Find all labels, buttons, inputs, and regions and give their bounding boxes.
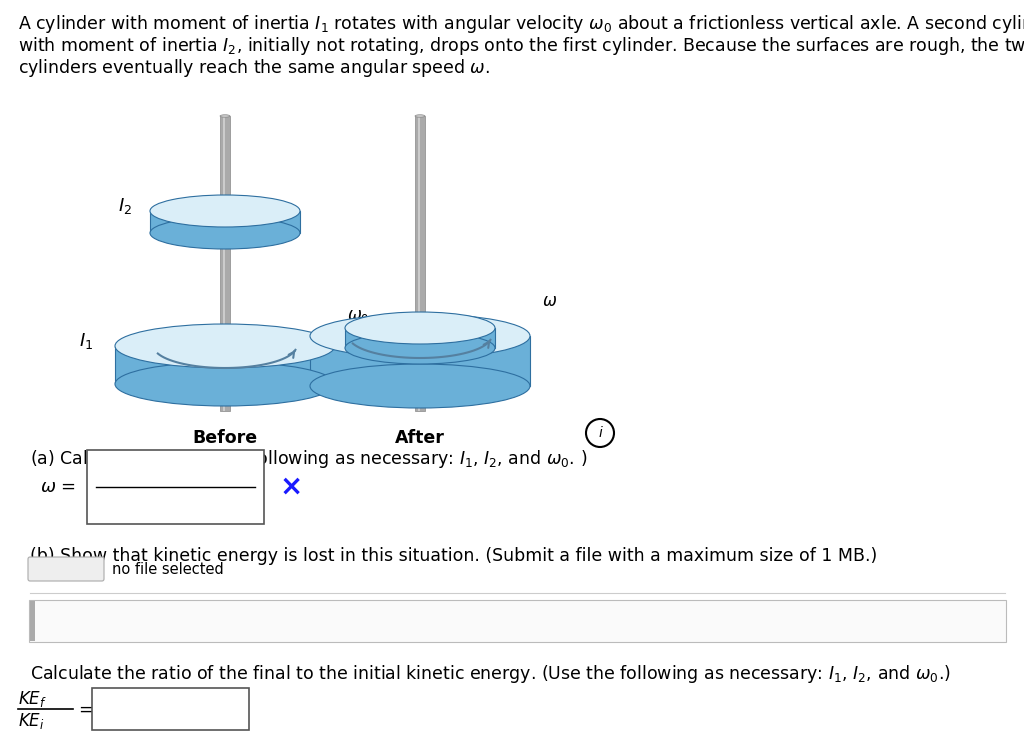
Text: with moment of inertia $I_2$, initially not rotating, drops onto the first cylin: with moment of inertia $I_2$, initially … — [18, 35, 1024, 57]
FancyBboxPatch shape — [30, 601, 35, 641]
Polygon shape — [222, 116, 224, 411]
FancyBboxPatch shape — [87, 450, 264, 524]
Text: cylinders eventually reach the same angular speed $\omega$.: cylinders eventually reach the same angu… — [18, 57, 490, 79]
Text: $I_2$: $I_2$ — [118, 196, 132, 216]
Ellipse shape — [150, 195, 300, 227]
Text: A cylinder with moment of inertia $I_1$ rotates with angular velocity $\omega_0$: A cylinder with moment of inertia $I_1$ … — [18, 13, 1024, 35]
Ellipse shape — [220, 115, 230, 117]
Text: (a) Calculate $\omega$. (Use the following as necessary: $I_1$, $I_2$, and $\ome: (a) Calculate $\omega$. (Use the followi… — [30, 448, 588, 470]
FancyBboxPatch shape — [92, 688, 249, 730]
Polygon shape — [220, 116, 230, 411]
Ellipse shape — [345, 312, 495, 344]
Text: $KE_i$: $KE_i$ — [18, 711, 45, 731]
Polygon shape — [310, 336, 530, 386]
Polygon shape — [415, 116, 425, 411]
Ellipse shape — [115, 362, 335, 406]
Text: (b) Show that kinetic energy is lost in this situation. (Submit a file with a ma: (b) Show that kinetic energy is lost in … — [30, 547, 878, 565]
Ellipse shape — [150, 217, 300, 249]
Ellipse shape — [415, 115, 425, 117]
Text: $(I_1 + I_2)$: $(I_1 + I_2)$ — [143, 494, 208, 516]
Text: $\omega$ =: $\omega$ = — [40, 478, 76, 496]
Text: =: = — [78, 701, 93, 719]
Polygon shape — [345, 328, 495, 348]
Polygon shape — [150, 211, 300, 233]
Ellipse shape — [310, 314, 530, 358]
Text: Choose File: Choose File — [31, 562, 101, 576]
Text: Calculate the ratio of the final to the initial kinetic energy. (Use the followi: Calculate the ratio of the final to the … — [30, 663, 951, 685]
Text: After: After — [395, 429, 445, 447]
Text: $I_1\omega_0$: $I_1\omega_0$ — [157, 461, 195, 481]
Polygon shape — [418, 116, 420, 411]
Text: Before: Before — [193, 429, 258, 447]
Text: $\omega$: $\omega$ — [542, 292, 557, 310]
FancyBboxPatch shape — [28, 557, 104, 581]
Text: $I_1$: $I_1$ — [79, 331, 93, 351]
Text: no file selected: no file selected — [112, 562, 224, 576]
Ellipse shape — [310, 364, 530, 408]
Text: $KE_f$: $KE_f$ — [18, 689, 47, 709]
Text: This answer has not been graded yet.: This answer has not been graded yet. — [45, 614, 335, 628]
Text: $\mathbf{\times}$: $\mathbf{\times}$ — [279, 473, 301, 501]
Text: i: i — [598, 426, 602, 440]
Text: $\omega_0$: $\omega_0$ — [347, 307, 370, 325]
FancyBboxPatch shape — [29, 600, 1006, 642]
Ellipse shape — [345, 332, 495, 364]
Polygon shape — [115, 346, 335, 384]
Ellipse shape — [115, 324, 335, 368]
